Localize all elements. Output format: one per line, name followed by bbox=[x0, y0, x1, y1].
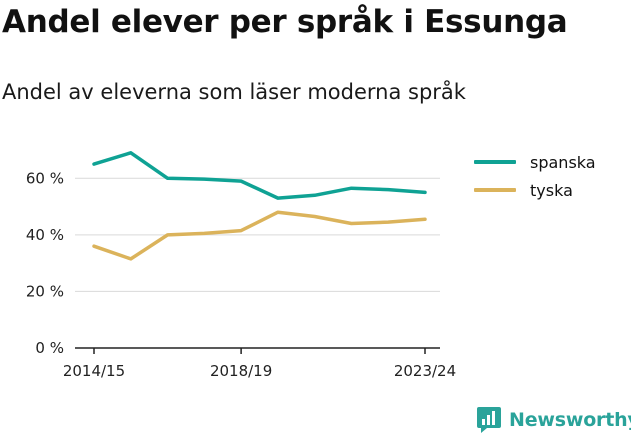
legend-swatch-tyska bbox=[474, 188, 516, 192]
newsworthy-icon bbox=[477, 407, 501, 433]
chart-subtitle: Andel av eleverna som läser moderna språ… bbox=[2, 80, 466, 104]
brand-name: Newsworthy bbox=[509, 409, 631, 431]
chart-title: Andel elever per språk i Essunga bbox=[2, 4, 568, 40]
legend-label-tyska: tyska bbox=[530, 180, 573, 200]
y-tick-label-0: 0 % bbox=[35, 339, 64, 357]
legend-item-spanska[interactable]: spanska bbox=[474, 148, 596, 176]
y-tick-label-40: 40 % bbox=[26, 226, 64, 244]
tick-labels: 0 % 20 % 40 % 60 % 2014/15 2018/19 2023/24 bbox=[26, 169, 456, 380]
newsworthy-logo[interactable]: Newsworthy bbox=[476, 406, 631, 434]
series-line-tyska bbox=[92, 210, 427, 261]
legend-label-spanska: spanska bbox=[530, 152, 596, 172]
series-line-spanska bbox=[92, 151, 427, 200]
legend-item-tyska[interactable]: tyska bbox=[474, 176, 596, 204]
grid-lines bbox=[75, 177, 440, 292]
x-tick-label-2018-19: 2018/19 bbox=[210, 362, 272, 380]
x-tick-label-2023-24: 2023/24 bbox=[394, 362, 456, 380]
axes bbox=[75, 347, 440, 354]
legend: spanska tyska bbox=[474, 148, 596, 204]
series-lines bbox=[92, 151, 427, 261]
y-tick-label-20: 20 % bbox=[26, 282, 64, 300]
legend-swatch-spanska bbox=[474, 160, 516, 164]
y-tick-label-60: 60 % bbox=[26, 169, 64, 187]
x-tick-label-2014-15: 2014/15 bbox=[63, 362, 125, 380]
